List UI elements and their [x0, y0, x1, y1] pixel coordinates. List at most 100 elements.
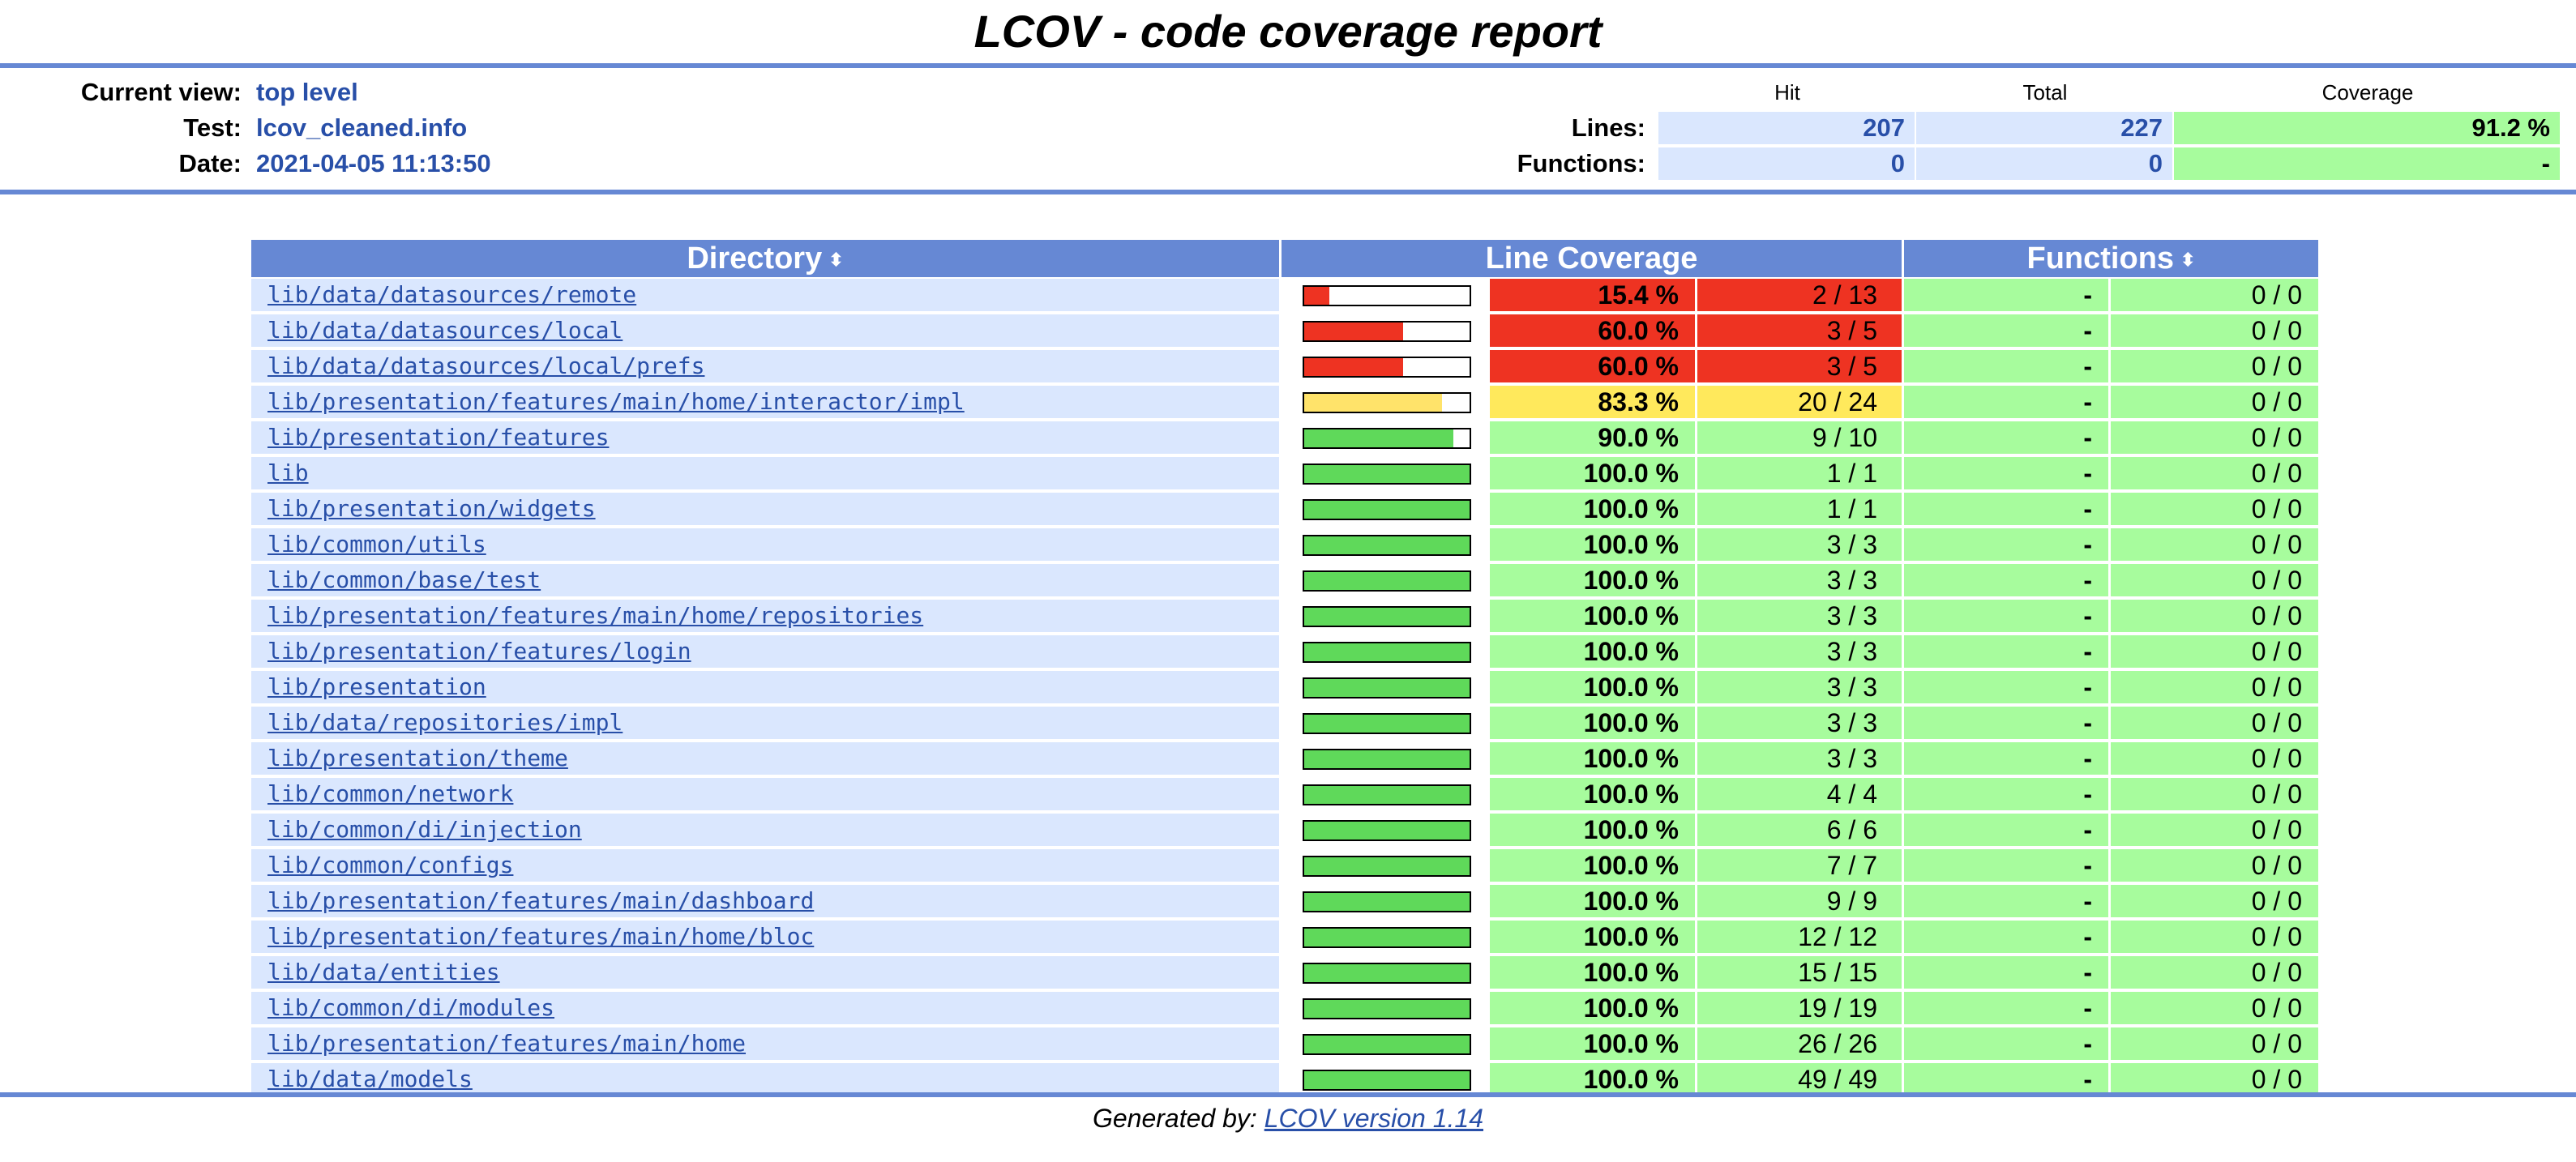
coverage-bar-fill: [1304, 465, 1470, 483]
date-label: Date:: [178, 149, 242, 177]
function-coverage-fraction: 0 / 0: [2111, 1063, 2318, 1096]
directory-link[interactable]: lib/presentation/theme: [267, 745, 568, 771]
coverage-bar: [1303, 357, 1471, 378]
table-row: lib/common/di/modules 100.0 % 19 / 19-0 / …: [251, 990, 2318, 1026]
function-coverage-fraction: 0 / 0: [2111, 1027, 2318, 1060]
function-coverage-fraction: 0 / 0: [2111, 778, 2318, 810]
table-row: lib/presentation/widgets 100.0 % 1 / 1-0 /…: [251, 491, 2318, 527]
table-header: Directory ⬍ Line Coverage Functions ⬍: [251, 240, 2318, 277]
sort-icon[interactable]: ⬍: [2180, 249, 2196, 270]
date-value: 2021-04-05 11:13:50: [256, 149, 491, 177]
summary-header: Current view: top level Test: lcov_cleaned…: [0, 68, 2576, 190]
table-row: lib/presentation/theme 100.0 % 3 / 3-0 / 0: [251, 741, 2318, 776]
coverage-bar: [1303, 321, 1471, 342]
coverage-bar-cell: [1282, 885, 1490, 917]
coverage-bar-fill: [1304, 822, 1470, 839]
coverage-bar-fill: [1304, 536, 1470, 554]
function-coverage-percent: -: [1904, 885, 2111, 917]
line-coverage-fraction: 49 / 49: [1697, 1063, 1904, 1096]
directory-link[interactable]: lib/presentation: [267, 673, 486, 700]
table-row: lib/presentation/features/main/home/bloc…: [251, 919, 2318, 955]
directory-cell: lib/presentation/features/main/home/bloc: [251, 921, 1282, 953]
line-coverage-percent: 15.4 %: [1490, 279, 1697, 311]
directory-column-header[interactable]: Directory ⬍: [251, 240, 1282, 277]
directory-link[interactable]: lib/presentation/features/main/home/repo…: [267, 602, 924, 629]
function-coverage-percent: -: [1904, 600, 2111, 632]
directory-link[interactable]: lib/common/configs: [267, 852, 514, 878]
directory-link[interactable]: lib/presentation/features/main/home/bloc: [267, 923, 815, 950]
coverage-bar-fill: [1304, 786, 1470, 804]
function-coverage-percent: -: [1904, 921, 2111, 953]
directory-link[interactable]: lib/data/datasources/local: [267, 317, 623, 344]
function-coverage-percent: -: [1904, 457, 2111, 489]
date-row: Date: 2021-04-05 11:13:50: [0, 146, 491, 182]
table-row: lib 100.0 % 1 / 1-0 / 0: [251, 455, 2318, 491]
directory-link[interactable]: lib/data/repositories/impl: [267, 709, 623, 736]
coverage-bar-cell: [1282, 635, 1490, 668]
line-coverage-fraction: 3 / 3: [1697, 707, 1904, 739]
directory-link[interactable]: lib: [267, 459, 309, 486]
directory-cell: lib/common/di/injection: [251, 814, 1282, 846]
directory-link[interactable]: lib/common/di/modules: [267, 994, 555, 1021]
function-coverage-percent: -: [1904, 350, 2111, 382]
lines-summary-row: Lines: 207 227 91.2 %: [1467, 110, 2561, 146]
line-coverage-percent: 100.0 %: [1490, 885, 1697, 917]
line-coverage-percent: 100.0 %: [1490, 493, 1697, 525]
coverage-bar-cell: [1282, 1063, 1490, 1096]
coverage-bar-cell: [1282, 707, 1490, 739]
coverage-bar-fill: [1304, 857, 1470, 875]
directory-link[interactable]: lib/common/network: [267, 780, 514, 807]
coverage-bar-cell: [1282, 992, 1490, 1024]
functions-label: Functions:: [1517, 149, 1645, 177]
line-coverage-percent: 100.0 %: [1490, 814, 1697, 846]
table-row: lib/presentation/features 90.0 % 9 / 10-0 …: [251, 420, 2318, 455]
line-coverage-percent: 100.0 %: [1490, 956, 1697, 989]
directory-link[interactable]: lib/common/di/injection: [267, 816, 582, 843]
lines-hit: 207: [1658, 112, 1915, 144]
footer-prefix: Generated by:: [1092, 1104, 1264, 1133]
coverage-bar-cell: [1282, 671, 1490, 703]
directory-link[interactable]: lib/data/models: [267, 1066, 473, 1092]
table-body: lib/data/datasources/remote 15.4 % 2 / 13-…: [251, 277, 2318, 1097]
line-coverage-percent: 100.0 %: [1490, 671, 1697, 703]
directory-cell: lib/common/di/modules: [251, 992, 1282, 1024]
directory-link[interactable]: lib/presentation/features/login: [267, 638, 691, 664]
coverage-bar: [1303, 927, 1471, 948]
function-coverage-fraction: 0 / 0: [2111, 421, 2318, 454]
line-coverage-percent: 100.0 %: [1490, 564, 1697, 596]
directory-link[interactable]: lib/presentation/features/main/dashboard: [267, 887, 815, 914]
coverage-bar-cell: [1282, 814, 1490, 846]
function-coverage-percent: -: [1904, 956, 2111, 989]
directory-link[interactable]: lib/presentation/features: [267, 424, 610, 451]
directory-link[interactable]: lib/data/entities: [267, 959, 500, 985]
coverage-bar: [1303, 784, 1471, 805]
directory-link[interactable]: lib/common/base/test: [267, 566, 541, 593]
sort-icon[interactable]: ⬍: [828, 249, 844, 270]
table-row: lib/data/repositories/impl 100.0 % 3 / 3-0…: [251, 705, 2318, 741]
coverage-bar-cell: [1282, 493, 1490, 525]
directory-link[interactable]: lib/presentation/features/main/home/inte…: [267, 388, 965, 415]
functions-column-header[interactable]: Functions ⬍: [1904, 240, 2318, 277]
coverage-bar: [1303, 428, 1471, 449]
page-title: LCOV - code coverage report: [973, 6, 1603, 57]
function-coverage-percent: -: [1904, 671, 2111, 703]
function-coverage-percent: -: [1904, 421, 2111, 454]
line-coverage-fraction: 19 / 19: [1697, 992, 1904, 1024]
directory-link[interactable]: lib/common/utils: [267, 531, 486, 558]
coverage-bar-cell: [1282, 528, 1490, 561]
function-coverage-percent: -: [1904, 778, 2111, 810]
directory-link[interactable]: lib/presentation/features/main/home: [267, 1030, 747, 1057]
directory-link[interactable]: lib/data/datasources/local/prefs: [267, 352, 705, 379]
coverage-bar: [1303, 1070, 1471, 1091]
coverage-bar-cell: [1282, 600, 1490, 632]
directory-link[interactable]: lib/presentation/widgets: [267, 495, 596, 522]
coverage-bar-fill: [1304, 572, 1470, 590]
lcov-version-link[interactable]: LCOV version 1.14: [1264, 1104, 1484, 1133]
function-coverage-fraction: 0 / 0: [2111, 885, 2318, 917]
coverage-bar: [1303, 713, 1471, 734]
table-row: lib/data/datasources/remote 15.4 % 2 / 13-…: [251, 277, 2318, 313]
directory-cell: lib/presentation/features/main/home/inte…: [251, 386, 1282, 418]
function-coverage-fraction: 0 / 0: [2111, 814, 2318, 846]
line-coverage-percent: 90.0 %: [1490, 421, 1697, 454]
directory-link[interactable]: lib/data/datasources/remote: [267, 281, 637, 308]
